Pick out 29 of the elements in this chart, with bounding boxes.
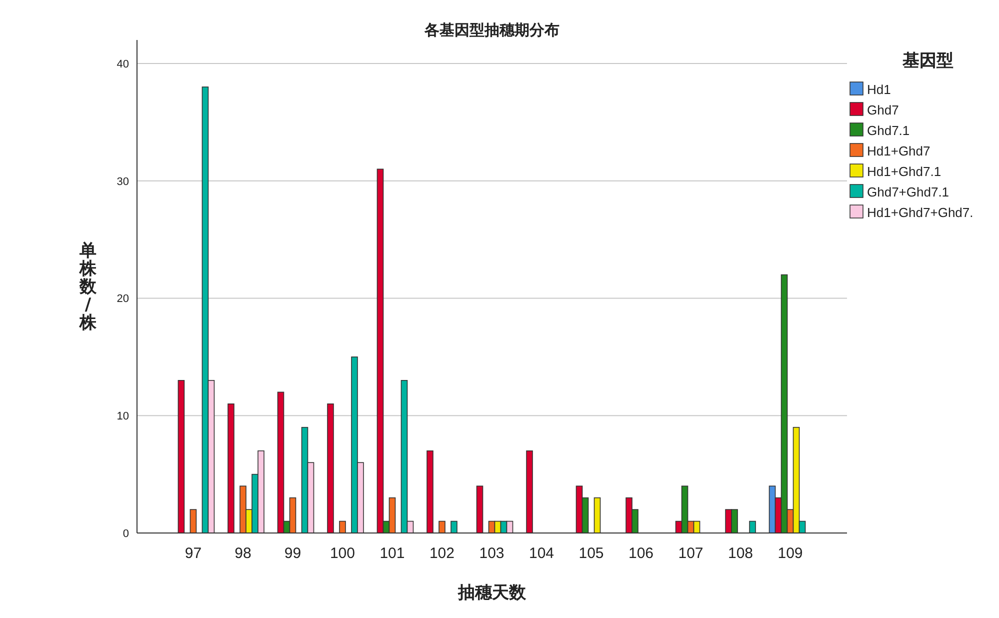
y-axis-title: 单株数/株 bbox=[78, 241, 98, 333]
legend-label: Hd1+Ghd7.1 bbox=[867, 164, 942, 179]
x-tick-label: 101 bbox=[380, 545, 405, 562]
x-tick-label: 109 bbox=[778, 545, 803, 562]
x-tick-label: 104 bbox=[528, 545, 554, 562]
legend-title: 基因型 bbox=[902, 51, 954, 71]
y-tick-label: 10 bbox=[116, 410, 129, 423]
x-tick-label: 97 bbox=[184, 545, 202, 562]
legend-label: Ghd7+Ghd7.1 bbox=[867, 184, 950, 200]
y-tick-label: 30 bbox=[116, 176, 129, 188]
legend-label: Ghd7.1 bbox=[867, 123, 910, 138]
x-axis-title: 抽穗天数 bbox=[457, 583, 527, 603]
x-tick-label: 105 bbox=[578, 545, 604, 562]
chart-title: 各基因型抽穗期分布 bbox=[424, 21, 560, 39]
y-tick-label: 0 bbox=[122, 528, 129, 540]
legend-label: Hd1 bbox=[867, 82, 891, 97]
y-tick-label: 20 bbox=[116, 293, 129, 306]
x-tick-label: 98 bbox=[234, 545, 252, 562]
x-tick-label: 106 bbox=[628, 545, 654, 562]
x-tick-label: 108 bbox=[728, 545, 754, 562]
x-tick-label: 107 bbox=[678, 545, 704, 562]
legend-label: Hd1+Ghd7+Ghd7. bbox=[867, 205, 974, 220]
x-tick-label: 103 bbox=[479, 545, 504, 562]
legend-label: Ghd7 bbox=[867, 102, 899, 118]
x-tick-label: 100 bbox=[330, 545, 356, 562]
x-tick-label: 99 bbox=[284, 545, 302, 562]
y-tick-label: 40 bbox=[116, 58, 129, 70]
x-tick-label: 102 bbox=[429, 545, 455, 562]
legend-label: Hd1+Ghd7 bbox=[867, 144, 930, 158]
